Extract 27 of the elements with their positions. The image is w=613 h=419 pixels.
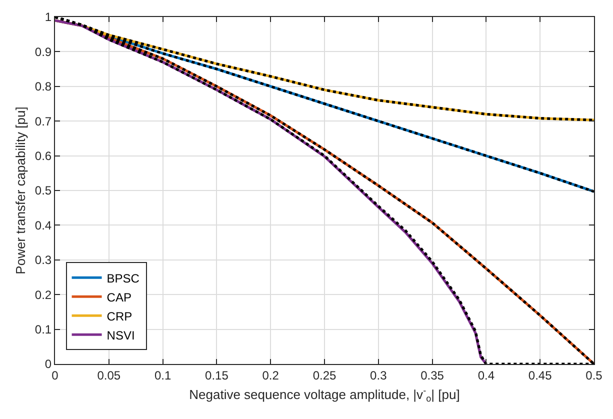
x-tick-label: 0.15 [205,368,229,382]
y-tick-label: 0.5 [34,184,52,198]
y-tick-label: 1 [44,10,52,24]
legend-label: NSVI [106,328,135,342]
x-tick-label: 0.25 [312,368,336,382]
legend-label: CRP [106,309,132,324]
x-axis-title: Negative sequence voltage amplitude, |v$^{-}$$_{o}$| [pu] [189,386,460,404]
y-tick-label: 0.1 [34,322,52,336]
y-tick-label: 0.7 [34,114,52,128]
x-tick-label: 0.35 [420,368,444,382]
x-tick-label: 0.05 [97,368,121,382]
x-tick-label: 0.4 [478,368,495,382]
y-tick-label: 0.9 [34,44,52,59]
y-tick-label: 0.2 [34,288,52,302]
x-tick-label: 0.1 [154,368,172,382]
x-tick-label: 0.2 [262,368,280,382]
y-tick-label: 0.3 [34,253,52,268]
x-tick-label: 0.3 [370,368,388,382]
y-tick-label: 0.8 [34,80,52,94]
legend-label: BPSC [106,271,140,286]
x-tick-label: 0.5 [586,368,603,382]
y-axis-title: Power transfer capability [pu] [12,106,28,274]
y-tick-label: 0.4 [34,218,52,232]
legend-label: CAP [106,290,132,304]
y-tick-label: 0.6 [34,149,52,163]
x-tick-label: 0.45 [528,368,552,382]
y-tick-label: 0 [44,357,52,372]
